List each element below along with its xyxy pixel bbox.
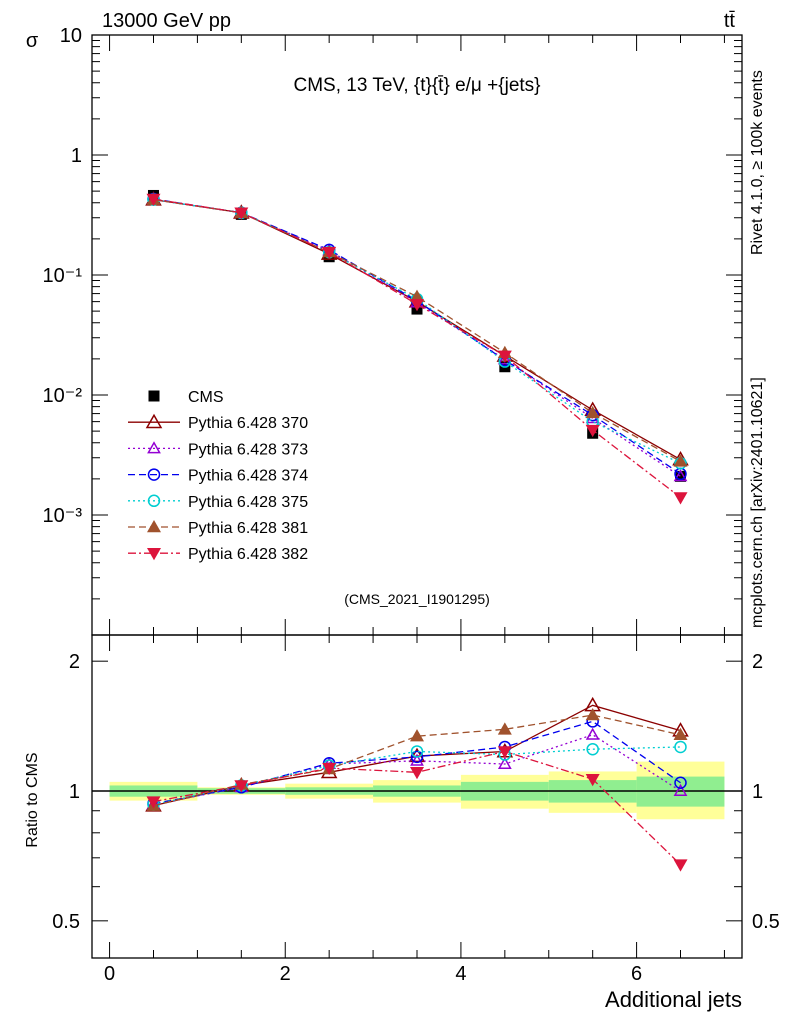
point-p382-5: [585, 424, 600, 438]
legend-label-p381: Pythia 6.428 381: [188, 520, 308, 537]
ratio-y-tick-label-right: 1: [752, 781, 763, 803]
ratio-y-tick-label-right: 2: [752, 651, 763, 673]
legend-marker-p375: [147, 494, 161, 508]
point-p382-3: [410, 299, 424, 312]
legend-marker-p381: [147, 520, 161, 533]
ratio-point-p373-3: [410, 753, 424, 766]
x-tick-label: 4: [455, 963, 466, 985]
ratio-point-p382-3: [410, 767, 424, 780]
point-p382-6: [673, 492, 688, 505]
ratio-point-p382-2: [322, 762, 337, 776]
ratio-point-p382-0: [146, 796, 161, 809]
ratio-point-p382-6: [673, 859, 688, 872]
ratio-point-p382-1: [234, 780, 249, 793]
point-p381-5: [585, 405, 600, 419]
ratio-y-tick-label: 2: [69, 651, 80, 673]
legend-marker-data: [148, 390, 160, 402]
legend-label-p374: Pythia 6.428 374: [188, 468, 308, 485]
y-tick-label: 10: [60, 25, 82, 47]
ratio-ylabel: Ratio to CMS: [24, 752, 41, 847]
legend-marker-p374: [147, 468, 161, 481]
ratio-point-p382-5: [585, 773, 600, 787]
energy-label: 13000 GeV pp: [102, 10, 231, 32]
source-label: mcplots.cern.ch [arXiv:2401.10621]: [749, 377, 766, 628]
ratio-point-p375-6: [674, 740, 687, 754]
ratio-point-p373-4: [497, 756, 512, 769]
analysis-id: (CMS_2021_I1901295): [344, 591, 490, 607]
point-p382-0: [146, 193, 161, 206]
x-tick-label: 2: [280, 963, 291, 985]
ratio-point-p381-3: [410, 729, 424, 742]
x-tick-label: 0: [104, 963, 115, 985]
y-tick-label: 1: [71, 145, 82, 167]
legend-marker-p373: [147, 441, 161, 454]
point-p373-6: [673, 469, 688, 482]
point-p381-6: [673, 454, 688, 467]
ratio-y-tick-label: 0.5: [52, 911, 80, 933]
ratio-point-p381-6: [673, 727, 688, 741]
ratio-point-p375-5: [586, 742, 599, 756]
y-tick-label: 10⁻³: [43, 505, 83, 527]
legend-label-p370: Pythia 6.428 370: [188, 415, 308, 432]
ratio-point-p381-5: [585, 708, 600, 721]
legend-label-p375: Pythia 6.428 375: [188, 494, 308, 511]
point-data-6: [675, 470, 687, 482]
legend-marker-p382: [147, 547, 161, 561]
point-p382-1: [234, 207, 249, 220]
legend-marker-p370: [145, 413, 163, 429]
ratio-point-p373-6: [673, 783, 688, 796]
ratio-point-p375-3: [410, 745, 424, 758]
xlabel: Additional jets: [605, 987, 742, 1012]
legend-label-p382: Pythia 6.428 382: [188, 546, 308, 563]
main-plot-panel: 10 1 10⁻¹ 10⁻² 10⁻³ CMS, 13 TeV, {t}{t̄} e/μ…: [26, 25, 743, 636]
y-tick-label: 10⁻²: [43, 385, 83, 407]
point-p382-4: [497, 350, 512, 363]
ratio-point-p374-3: [410, 750, 424, 764]
legend: CMS Pythia 6.428 370 Pythia 6.428 373 Pythi…: [128, 389, 308, 563]
ratio-point-p381-4: [497, 722, 512, 735]
ratio-y-tick-label-right: 0.5: [752, 911, 780, 933]
y-tick-label: 10⁻¹: [43, 265, 83, 287]
process-label: tt̄: [724, 10, 736, 32]
ratio-point-p374-6: [674, 776, 687, 790]
ratio-plot-panel: 0 2 4 6 0.5 0.5 1 1 2 2 Ratio to CMS Additional j…: [24, 634, 780, 1012]
point-p382-2: [322, 246, 337, 260]
main-plot-title: CMS, 13 TeV, {t}{t̄} e/μ +{jets}: [293, 75, 540, 96]
ratio-point-p373-5: [585, 727, 600, 740]
point-p381-3: [410, 289, 424, 302]
ratio-point-p382-4: [497, 746, 512, 759]
main-ylabel: σ: [26, 30, 39, 52]
legend-label-p373: Pythia 6.428 373: [188, 441, 308, 458]
ratio-y-tick-label: 1: [69, 781, 80, 803]
x-tick-label: 6: [631, 963, 642, 985]
legend-label-data: CMS: [188, 389, 224, 406]
rivet-label: Rivet 4.1.0, ≥ 100k events: [749, 70, 766, 255]
